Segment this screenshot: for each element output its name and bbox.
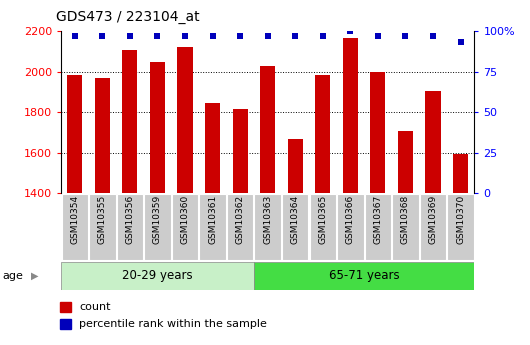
Point: [319, 33, 327, 39]
Bar: [260, 66, 275, 193]
Text: GSM10362: GSM10362: [236, 195, 244, 244]
Text: GSM10364: GSM10364: [291, 195, 299, 244]
FancyBboxPatch shape: [392, 194, 419, 260]
Bar: [343, 38, 358, 193]
Text: GSM10363: GSM10363: [263, 195, 272, 245]
Point: [181, 33, 189, 39]
Bar: [315, 75, 330, 193]
Text: 65-71 years: 65-71 years: [329, 269, 400, 282]
Text: GSM10359: GSM10359: [153, 195, 162, 245]
Point: [126, 33, 134, 39]
FancyBboxPatch shape: [447, 194, 474, 260]
Text: GSM10369: GSM10369: [429, 195, 437, 245]
Text: GSM10355: GSM10355: [98, 195, 107, 245]
FancyBboxPatch shape: [337, 194, 364, 260]
Point: [291, 33, 299, 39]
Text: GSM10367: GSM10367: [374, 195, 382, 245]
Bar: [178, 47, 192, 193]
FancyBboxPatch shape: [227, 194, 253, 260]
FancyBboxPatch shape: [310, 194, 336, 260]
Point: [456, 40, 465, 45]
Point: [401, 33, 410, 39]
Text: GSM10368: GSM10368: [401, 195, 410, 245]
Text: count: count: [79, 302, 111, 312]
FancyBboxPatch shape: [199, 194, 226, 260]
Bar: [61, 262, 254, 290]
Text: GSM10366: GSM10366: [346, 195, 355, 245]
Bar: [95, 78, 110, 193]
Bar: [288, 139, 303, 193]
Text: 20-29 years: 20-29 years: [122, 269, 193, 282]
Text: age: age: [3, 271, 23, 280]
Text: percentile rank within the sample: percentile rank within the sample: [79, 319, 267, 329]
FancyBboxPatch shape: [117, 194, 143, 260]
Text: GSM10360: GSM10360: [181, 195, 189, 245]
Bar: [370, 71, 385, 193]
Text: GSM10361: GSM10361: [208, 195, 217, 245]
FancyBboxPatch shape: [144, 194, 171, 260]
Bar: [254, 262, 474, 290]
Text: GSM10354: GSM10354: [70, 195, 79, 244]
Bar: [205, 103, 220, 193]
Text: GDS473 / 223104_at: GDS473 / 223104_at: [56, 10, 199, 24]
FancyBboxPatch shape: [420, 194, 446, 260]
Bar: [60, 302, 71, 312]
Point: [263, 33, 272, 39]
Bar: [398, 131, 413, 193]
Point: [98, 33, 107, 39]
Text: GSM10365: GSM10365: [319, 195, 327, 245]
FancyBboxPatch shape: [282, 194, 308, 260]
FancyBboxPatch shape: [61, 194, 88, 260]
FancyBboxPatch shape: [365, 194, 391, 260]
Text: GSM10356: GSM10356: [126, 195, 134, 245]
Bar: [122, 50, 137, 193]
FancyBboxPatch shape: [172, 194, 198, 260]
Bar: [67, 75, 82, 193]
Point: [236, 33, 244, 39]
FancyBboxPatch shape: [89, 194, 116, 260]
Bar: [233, 109, 248, 193]
Bar: [453, 154, 468, 193]
Bar: [60, 319, 71, 329]
Bar: [150, 62, 165, 193]
FancyBboxPatch shape: [254, 194, 281, 260]
Point: [374, 33, 382, 39]
Point: [153, 33, 162, 39]
Point: [429, 33, 437, 39]
Point: [70, 33, 79, 39]
Point: [208, 33, 217, 39]
Text: ▶: ▶: [31, 271, 38, 280]
Point: [346, 28, 355, 34]
Bar: [426, 91, 440, 193]
Text: GSM10370: GSM10370: [456, 195, 465, 245]
